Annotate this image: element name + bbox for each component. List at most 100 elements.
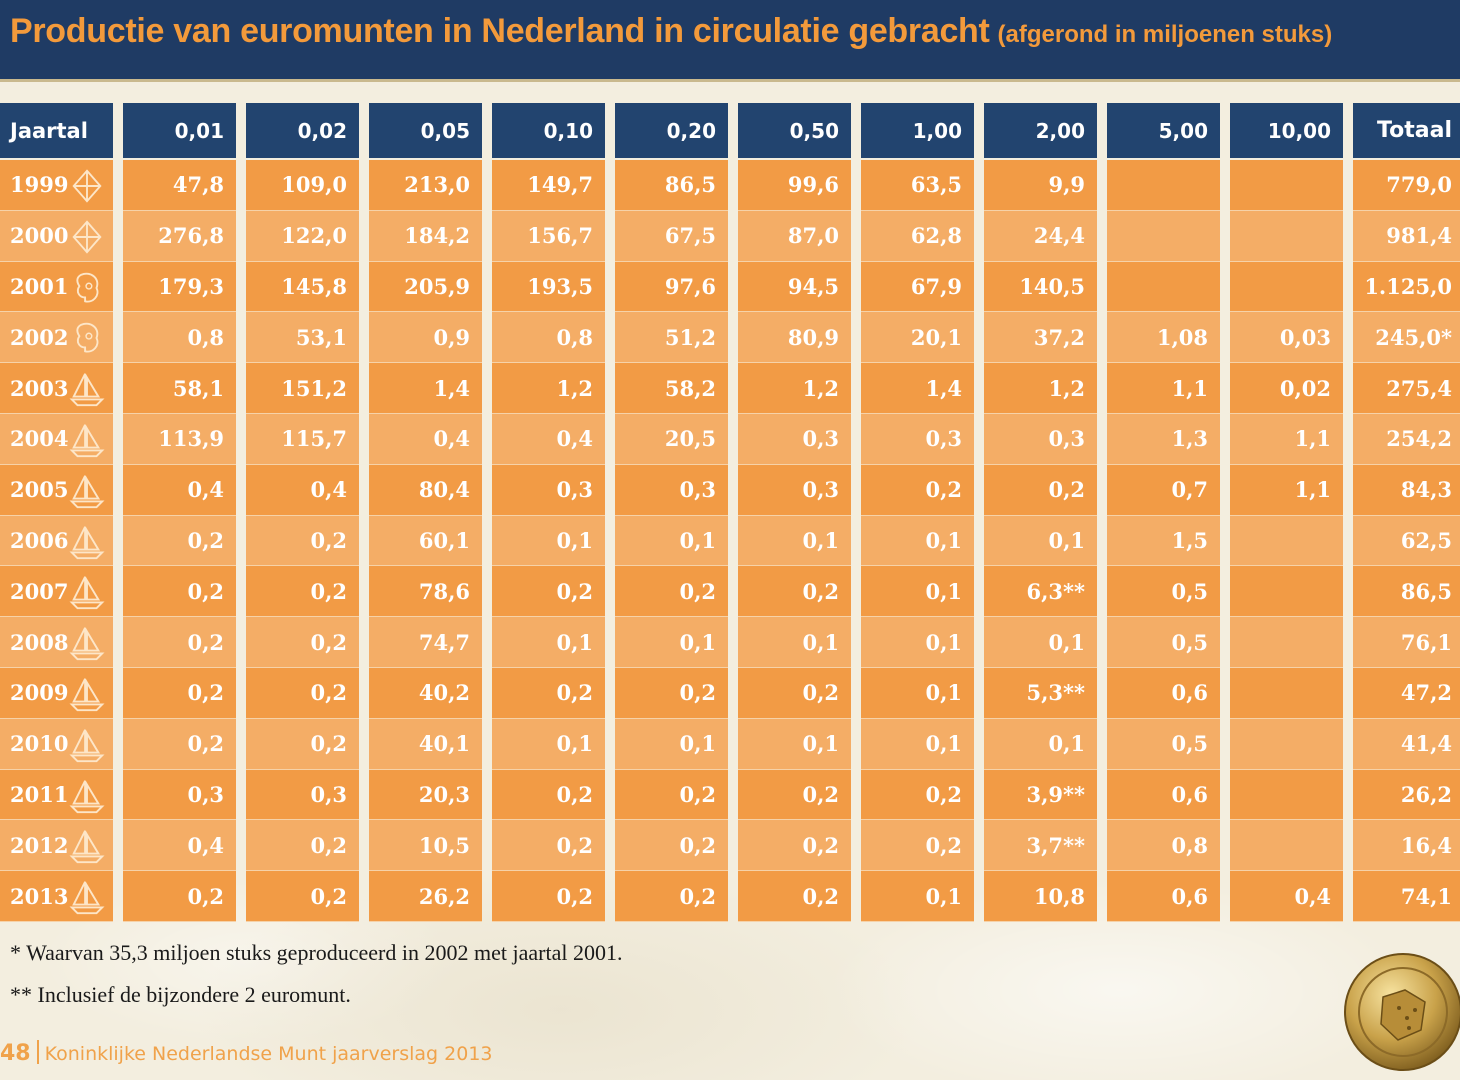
value-cell: 276,8 (123, 210, 236, 262)
sailboat-mark-icon (68, 523, 106, 561)
page-title: Productie van euromunten in Nederland in… (10, 12, 1332, 51)
value-cell: 0,3 (615, 464, 728, 516)
value-cell: 1,08 (1107, 312, 1220, 364)
page-number: 48 (0, 1041, 31, 1066)
value-cell: 58,2 (615, 363, 728, 414)
column-header: 1,00 (861, 103, 974, 160)
year-cell: 2003 (0, 363, 113, 414)
value-cell: 0,4 (369, 413, 482, 465)
value-cell: 1,2 (984, 363, 1097, 414)
value-cell: 0,8 (123, 312, 236, 364)
value-cell: 0,1 (861, 617, 974, 668)
value-cell: 63,5 (861, 160, 974, 211)
year-cell: 2007 (0, 566, 113, 618)
footnote-2: ** Inclusief de bijzondere 2 euromunt. (10, 982, 351, 1007)
value-cell: 0,2 (615, 769, 728, 821)
title-subtitle: (afgerond in miljoenen stuks) (997, 21, 1333, 48)
sailboat-mark-icon (68, 421, 106, 459)
value-cell: 0,1 (492, 515, 605, 567)
value-cell: 94,5 (738, 261, 851, 313)
value-cell: 1,1 (1107, 363, 1220, 414)
value-cell: 145,8 (246, 261, 359, 313)
value-cell: 0,2 (492, 769, 605, 821)
value-cell: 193,5 (492, 261, 605, 313)
value-cell: 0,2 (246, 515, 359, 567)
value-cell: 140,5 (984, 261, 1097, 313)
value-cell: 3,9** (984, 769, 1097, 821)
value-cell: 0,4 (123, 820, 236, 872)
total-cell: 275,4 (1353, 363, 1460, 414)
value-cell: 0,1 (861, 718, 974, 770)
value-cell (1230, 667, 1343, 719)
value-cell: 0,5 (1107, 617, 1220, 668)
value-cell: 6,3** (984, 566, 1097, 618)
value-cell (1230, 566, 1343, 618)
value-cell: 0,2 (246, 566, 359, 618)
value-cell: 0,1 (738, 718, 851, 770)
value-cell: 10,8 (984, 871, 1097, 922)
year-cell: 2005 (0, 464, 113, 516)
year-cell: 2002 (0, 312, 113, 364)
sailboat-mark-icon (68, 370, 106, 408)
value-cell: 0,2 (861, 820, 974, 872)
value-cell: 40,2 (369, 667, 482, 719)
value-cell (1230, 515, 1343, 567)
total-cell: 47,2 (1353, 667, 1460, 719)
value-cell: 0,5 (1107, 718, 1220, 770)
anchor-mark-icon (68, 167, 106, 205)
total-cell: 76,1 (1353, 617, 1460, 668)
year-label: 2010 (10, 731, 69, 757)
value-cell: 0,3 (123, 769, 236, 821)
value-cell: 0,2 (492, 566, 605, 618)
year-label: 2006 (10, 527, 69, 553)
table-grid: Jaartal 0,01 0,02 0,05 0,10 0,20 0,50 1,00 2,00 5… (0, 103, 1460, 922)
column-header: 0,02 (246, 103, 359, 160)
value-cell: 0,2 (738, 871, 851, 922)
value-cell (1107, 261, 1220, 313)
value-cell (1230, 820, 1343, 872)
value-cell: 37,2 (984, 312, 1097, 364)
column-header: Jaartal (0, 103, 113, 160)
year-cell: 2011 (0, 769, 113, 821)
total-cell: 74,1 (1353, 871, 1460, 922)
year-label: 2013 (10, 883, 69, 909)
value-cell: 0,1 (984, 515, 1097, 567)
value-cell: 80,9 (738, 312, 851, 364)
value-cell: 1,2 (738, 363, 851, 414)
year-cell: 1999 (0, 160, 113, 211)
value-cell: 1,4 (861, 363, 974, 414)
year-label: 2000 (10, 223, 69, 249)
year-cell: 2004 (0, 413, 113, 465)
value-cell: 51,2 (615, 312, 728, 364)
value-cell: 213,0 (369, 160, 482, 211)
value-cell: 0,2 (246, 820, 359, 872)
value-cell: 0,3 (492, 464, 605, 516)
value-cell: 0,2 (615, 871, 728, 922)
total-cell: 16,4 (1353, 820, 1460, 872)
value-cell: 67,9 (861, 261, 974, 313)
value-cell: 0,2 (246, 718, 359, 770)
value-cell: 0,2 (861, 769, 974, 821)
value-cell: 0,2 (123, 566, 236, 618)
value-cell: 0,2 (738, 769, 851, 821)
value-cell: 0,03 (1230, 312, 1343, 364)
anchor-mark-icon (68, 218, 106, 256)
total-cell: 84,3 (1353, 464, 1460, 516)
value-cell: 97,6 (615, 261, 728, 313)
value-cell: 53,1 (246, 312, 359, 364)
value-cell: 0,2 (861, 464, 974, 516)
value-cell: 0,2 (123, 617, 236, 668)
column-header: 10,00 (1230, 103, 1343, 160)
value-cell: 0,3 (246, 769, 359, 821)
value-cell: 20,5 (615, 413, 728, 465)
column-header: 0,01 (123, 103, 236, 160)
value-cell: 67,5 (615, 210, 728, 262)
value-cell: 1,2 (492, 363, 605, 414)
value-cell: 205,9 (369, 261, 482, 313)
value-cell: 0,1 (738, 617, 851, 668)
value-cell: 24,4 (984, 210, 1097, 262)
column-header: 5,00 (1107, 103, 1220, 160)
value-cell: 0,3 (984, 413, 1097, 465)
value-cell (1107, 160, 1220, 211)
value-cell: 78,6 (369, 566, 482, 618)
